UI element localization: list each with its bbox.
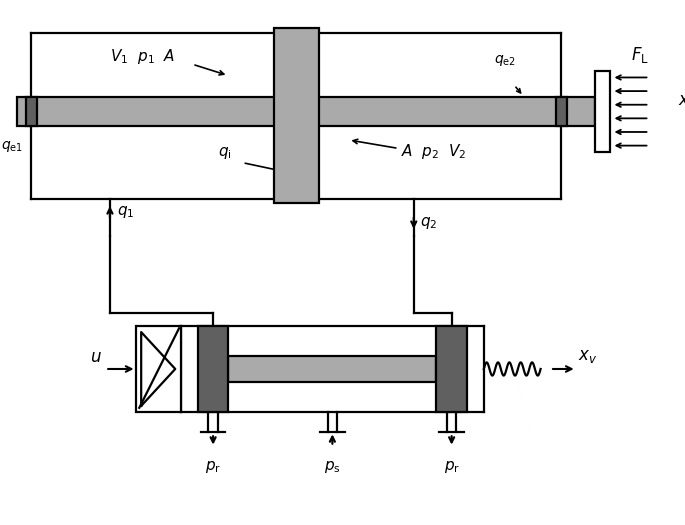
Bar: [274, 28, 319, 203]
Bar: [228, 356, 436, 382]
Text: $q_\mathrm{i}$: $q_\mathrm{i}$: [218, 145, 232, 161]
Text: $F_{\mathrm{L}}$: $F_{\mathrm{L}}$: [631, 45, 649, 65]
Text: $p_\mathrm{r}$: $p_\mathrm{r}$: [205, 459, 221, 475]
Text: $p_\mathrm{s}$: $p_\mathrm{s}$: [324, 459, 340, 475]
Bar: [436, 327, 466, 412]
Text: $q_\mathrm{e1}$: $q_\mathrm{e1}$: [1, 139, 23, 154]
Text: $q_1$: $q_1$: [116, 204, 134, 220]
Text: $V_1$  $p_1$  $A$: $V_1$ $p_1$ $A$: [110, 47, 176, 66]
Bar: [198, 327, 228, 412]
Bar: [26, 97, 36, 125]
Bar: [17, 97, 595, 125]
Text: $q_2$: $q_2$: [421, 215, 438, 231]
Bar: [136, 327, 181, 412]
Text: $u$: $u$: [90, 348, 101, 366]
Text: $A$  $p_2$  $V_2$: $A$ $p_2$ $V_2$: [401, 142, 466, 161]
Text: $p_\mathrm{r}$: $p_\mathrm{r}$: [444, 459, 460, 475]
Bar: [595, 71, 610, 152]
Bar: [556, 97, 566, 125]
Text: $x$: $x$: [678, 91, 685, 109]
Text: $q_\mathrm{e2}$: $q_\mathrm{e2}$: [494, 53, 516, 68]
Text: $x_v$: $x_v$: [578, 347, 598, 365]
